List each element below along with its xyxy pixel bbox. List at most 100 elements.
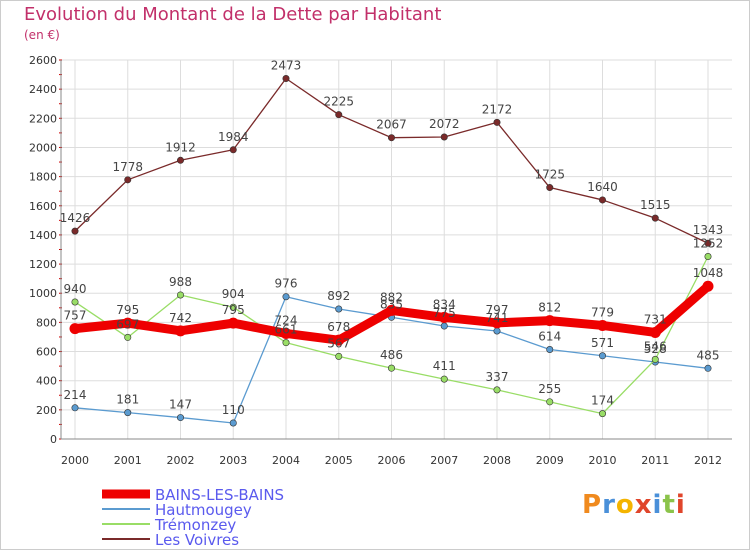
series-point-2 xyxy=(651,355,659,363)
series-point-0 xyxy=(386,304,397,316)
x-tick-label: 2012 xyxy=(694,454,722,467)
data-label: 678 xyxy=(327,320,350,334)
y-tick-label: 2000 xyxy=(29,141,57,154)
data-label: 2067 xyxy=(376,118,407,132)
series-group xyxy=(69,75,714,427)
data-label: 567 xyxy=(327,336,350,350)
x-tick-label: 2006 xyxy=(378,454,406,467)
chart-unit: (en €) xyxy=(24,28,60,42)
data-label: 661 xyxy=(275,323,298,337)
grid xyxy=(61,59,732,440)
series-point-2 xyxy=(598,410,606,418)
legend-label: Hautmougey xyxy=(155,501,252,519)
y-tick-label: 2200 xyxy=(29,112,57,125)
data-labels: 757 795 742 795 724 678 882 834 797 812 779 731 1048… xyxy=(60,59,724,417)
data-label: 2072 xyxy=(429,117,460,131)
data-label: 742 xyxy=(169,311,192,325)
data-label: 1252 xyxy=(693,236,724,250)
data-label: 337 xyxy=(486,370,509,384)
data-label: 795 xyxy=(116,303,139,317)
y-tick-label: 2400 xyxy=(29,83,57,96)
data-label: 835 xyxy=(380,297,403,311)
series-point-3 xyxy=(229,146,237,154)
series-point-1 xyxy=(493,327,501,335)
x-tick-label: 2004 xyxy=(272,454,300,467)
data-label: 486 xyxy=(380,348,403,362)
series-point-2 xyxy=(440,375,448,383)
series-point-0 xyxy=(227,317,239,329)
data-label: 1912 xyxy=(165,140,196,154)
data-label: 147 xyxy=(169,398,192,412)
data-label: 485 xyxy=(697,348,720,362)
series-point-0 xyxy=(175,325,186,337)
y-tick-label: 1000 xyxy=(29,287,57,300)
y-tick-label: 1800 xyxy=(29,171,57,184)
y-tick-label: 2600 xyxy=(29,54,57,67)
data-label: 795 xyxy=(222,303,245,317)
legend-label: BAINS-LES-BAINS xyxy=(155,486,284,504)
series-point-1 xyxy=(546,345,554,353)
series-point-1 xyxy=(124,409,132,417)
y-tick-label: 1400 xyxy=(29,229,57,242)
series-point-0 xyxy=(333,334,345,346)
y-tick-label: 0 xyxy=(50,433,57,446)
data-label: 2172 xyxy=(482,102,513,116)
series-point-0 xyxy=(280,327,292,339)
x-tick-label: 2000 xyxy=(61,454,89,467)
series-point-1 xyxy=(704,364,712,372)
data-label: 1048 xyxy=(693,266,724,280)
series-point-3 xyxy=(124,176,132,184)
series-point-2 xyxy=(71,298,79,306)
y-tick-label: 400 xyxy=(36,375,57,388)
data-label: 614 xyxy=(538,329,561,343)
logo-letter: i xyxy=(652,490,663,520)
series-point-2 xyxy=(546,398,554,406)
data-label: 214 xyxy=(64,388,87,402)
data-label: 892 xyxy=(327,289,350,303)
data-label: 571 xyxy=(591,336,614,350)
series-point-1 xyxy=(229,419,237,427)
series-point-3 xyxy=(335,111,343,119)
series-point-0 xyxy=(438,311,450,323)
series-point-0 xyxy=(649,326,661,338)
data-label: 940 xyxy=(64,282,87,296)
proxiti-logo: Proxiti xyxy=(582,490,686,520)
series-point-1 xyxy=(335,305,343,313)
data-label: 731 xyxy=(644,312,667,326)
logo-letter: r xyxy=(602,490,616,520)
series-point-2 xyxy=(177,291,185,299)
series-point-2 xyxy=(282,339,290,347)
chart-title: Evolution du Montant de la Dette par Hab… xyxy=(24,4,442,25)
data-label: 411 xyxy=(433,359,456,373)
data-label: 697 xyxy=(116,317,139,331)
series-point-0 xyxy=(544,315,556,327)
series-point-0 xyxy=(122,317,134,329)
series-point-1 xyxy=(177,414,185,422)
y-tick-label: 1600 xyxy=(29,200,57,213)
data-label: 882 xyxy=(380,290,403,304)
series-point-3 xyxy=(387,134,395,142)
data-label: 1725 xyxy=(534,168,565,182)
data-label: 797 xyxy=(486,303,509,317)
data-label: 528 xyxy=(644,342,667,356)
x-tick-label: 2003 xyxy=(219,454,247,467)
data-label: 757 xyxy=(64,309,87,323)
x-tick-label: 2009 xyxy=(536,454,564,467)
series-point-2 xyxy=(493,386,501,394)
data-label: 1984 xyxy=(218,130,249,144)
data-label: 741 xyxy=(486,311,509,325)
data-label: 812 xyxy=(538,301,561,315)
legend-label: Les Voivres xyxy=(155,531,239,549)
data-label: 1426 xyxy=(60,211,91,225)
series-point-3 xyxy=(71,227,79,235)
data-label: 1778 xyxy=(112,160,143,174)
data-label: 546 xyxy=(644,339,667,353)
data-label: 775 xyxy=(433,306,456,320)
data-label: 174 xyxy=(591,394,614,408)
data-label: 255 xyxy=(538,382,561,396)
series-point-3 xyxy=(177,156,185,164)
series-point-3 xyxy=(493,118,501,126)
logo-letter: i xyxy=(675,490,686,520)
data-label: 181 xyxy=(116,393,139,407)
